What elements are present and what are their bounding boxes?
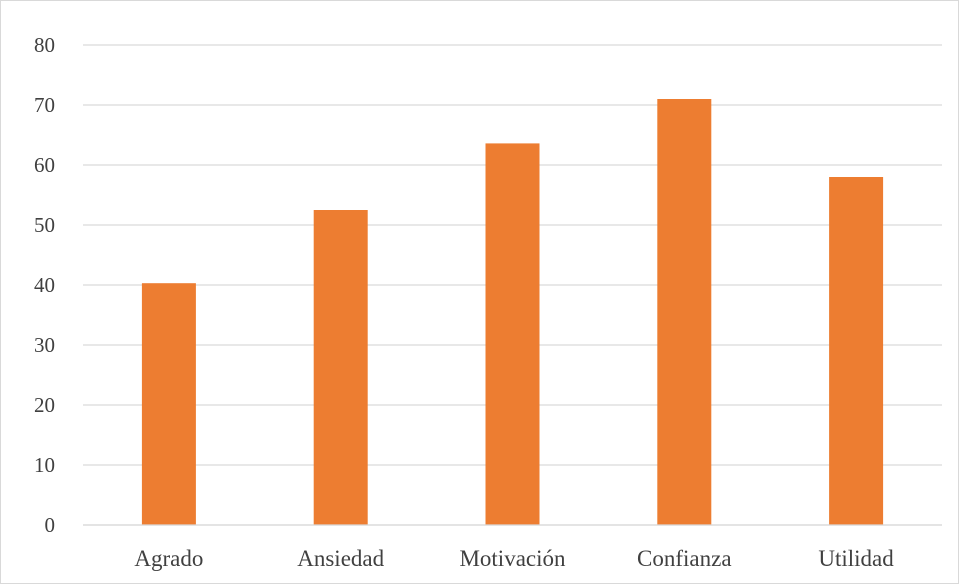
- x-category-label: Agrado: [134, 546, 203, 571]
- y-tick-label: 0: [45, 513, 56, 537]
- bar-agrado: [141, 283, 196, 525]
- y-tick-label: 20: [34, 393, 55, 417]
- y-tick-label: 70: [34, 93, 55, 117]
- bar-motivacion: [485, 143, 540, 525]
- x-axis-category-labels: Agrado Ansiedad Motivación Confianza Utilida…: [134, 546, 894, 571]
- x-category-label: Motivación: [459, 546, 566, 571]
- bar-confianza: [657, 99, 712, 525]
- y-tick-label: 40: [34, 273, 55, 297]
- y-tick-label: 80: [34, 33, 55, 57]
- bars: [83, 99, 942, 526]
- y-tick-label: 50: [34, 213, 55, 237]
- x-category-label: Confianza: [637, 546, 732, 571]
- x-category-label: Utilidad: [818, 546, 894, 571]
- y-tick-label: 60: [34, 153, 55, 177]
- y-axis-tick-labels: 0 10 20 30 40 50 60 70 80: [34, 33, 55, 537]
- bar-utilidad: [829, 177, 884, 525]
- y-tick-label: 10: [34, 453, 55, 477]
- x-category-label: Ansiedad: [297, 546, 384, 571]
- bar-ansiedad: [313, 210, 368, 525]
- y-tick-label: 30: [34, 333, 55, 357]
